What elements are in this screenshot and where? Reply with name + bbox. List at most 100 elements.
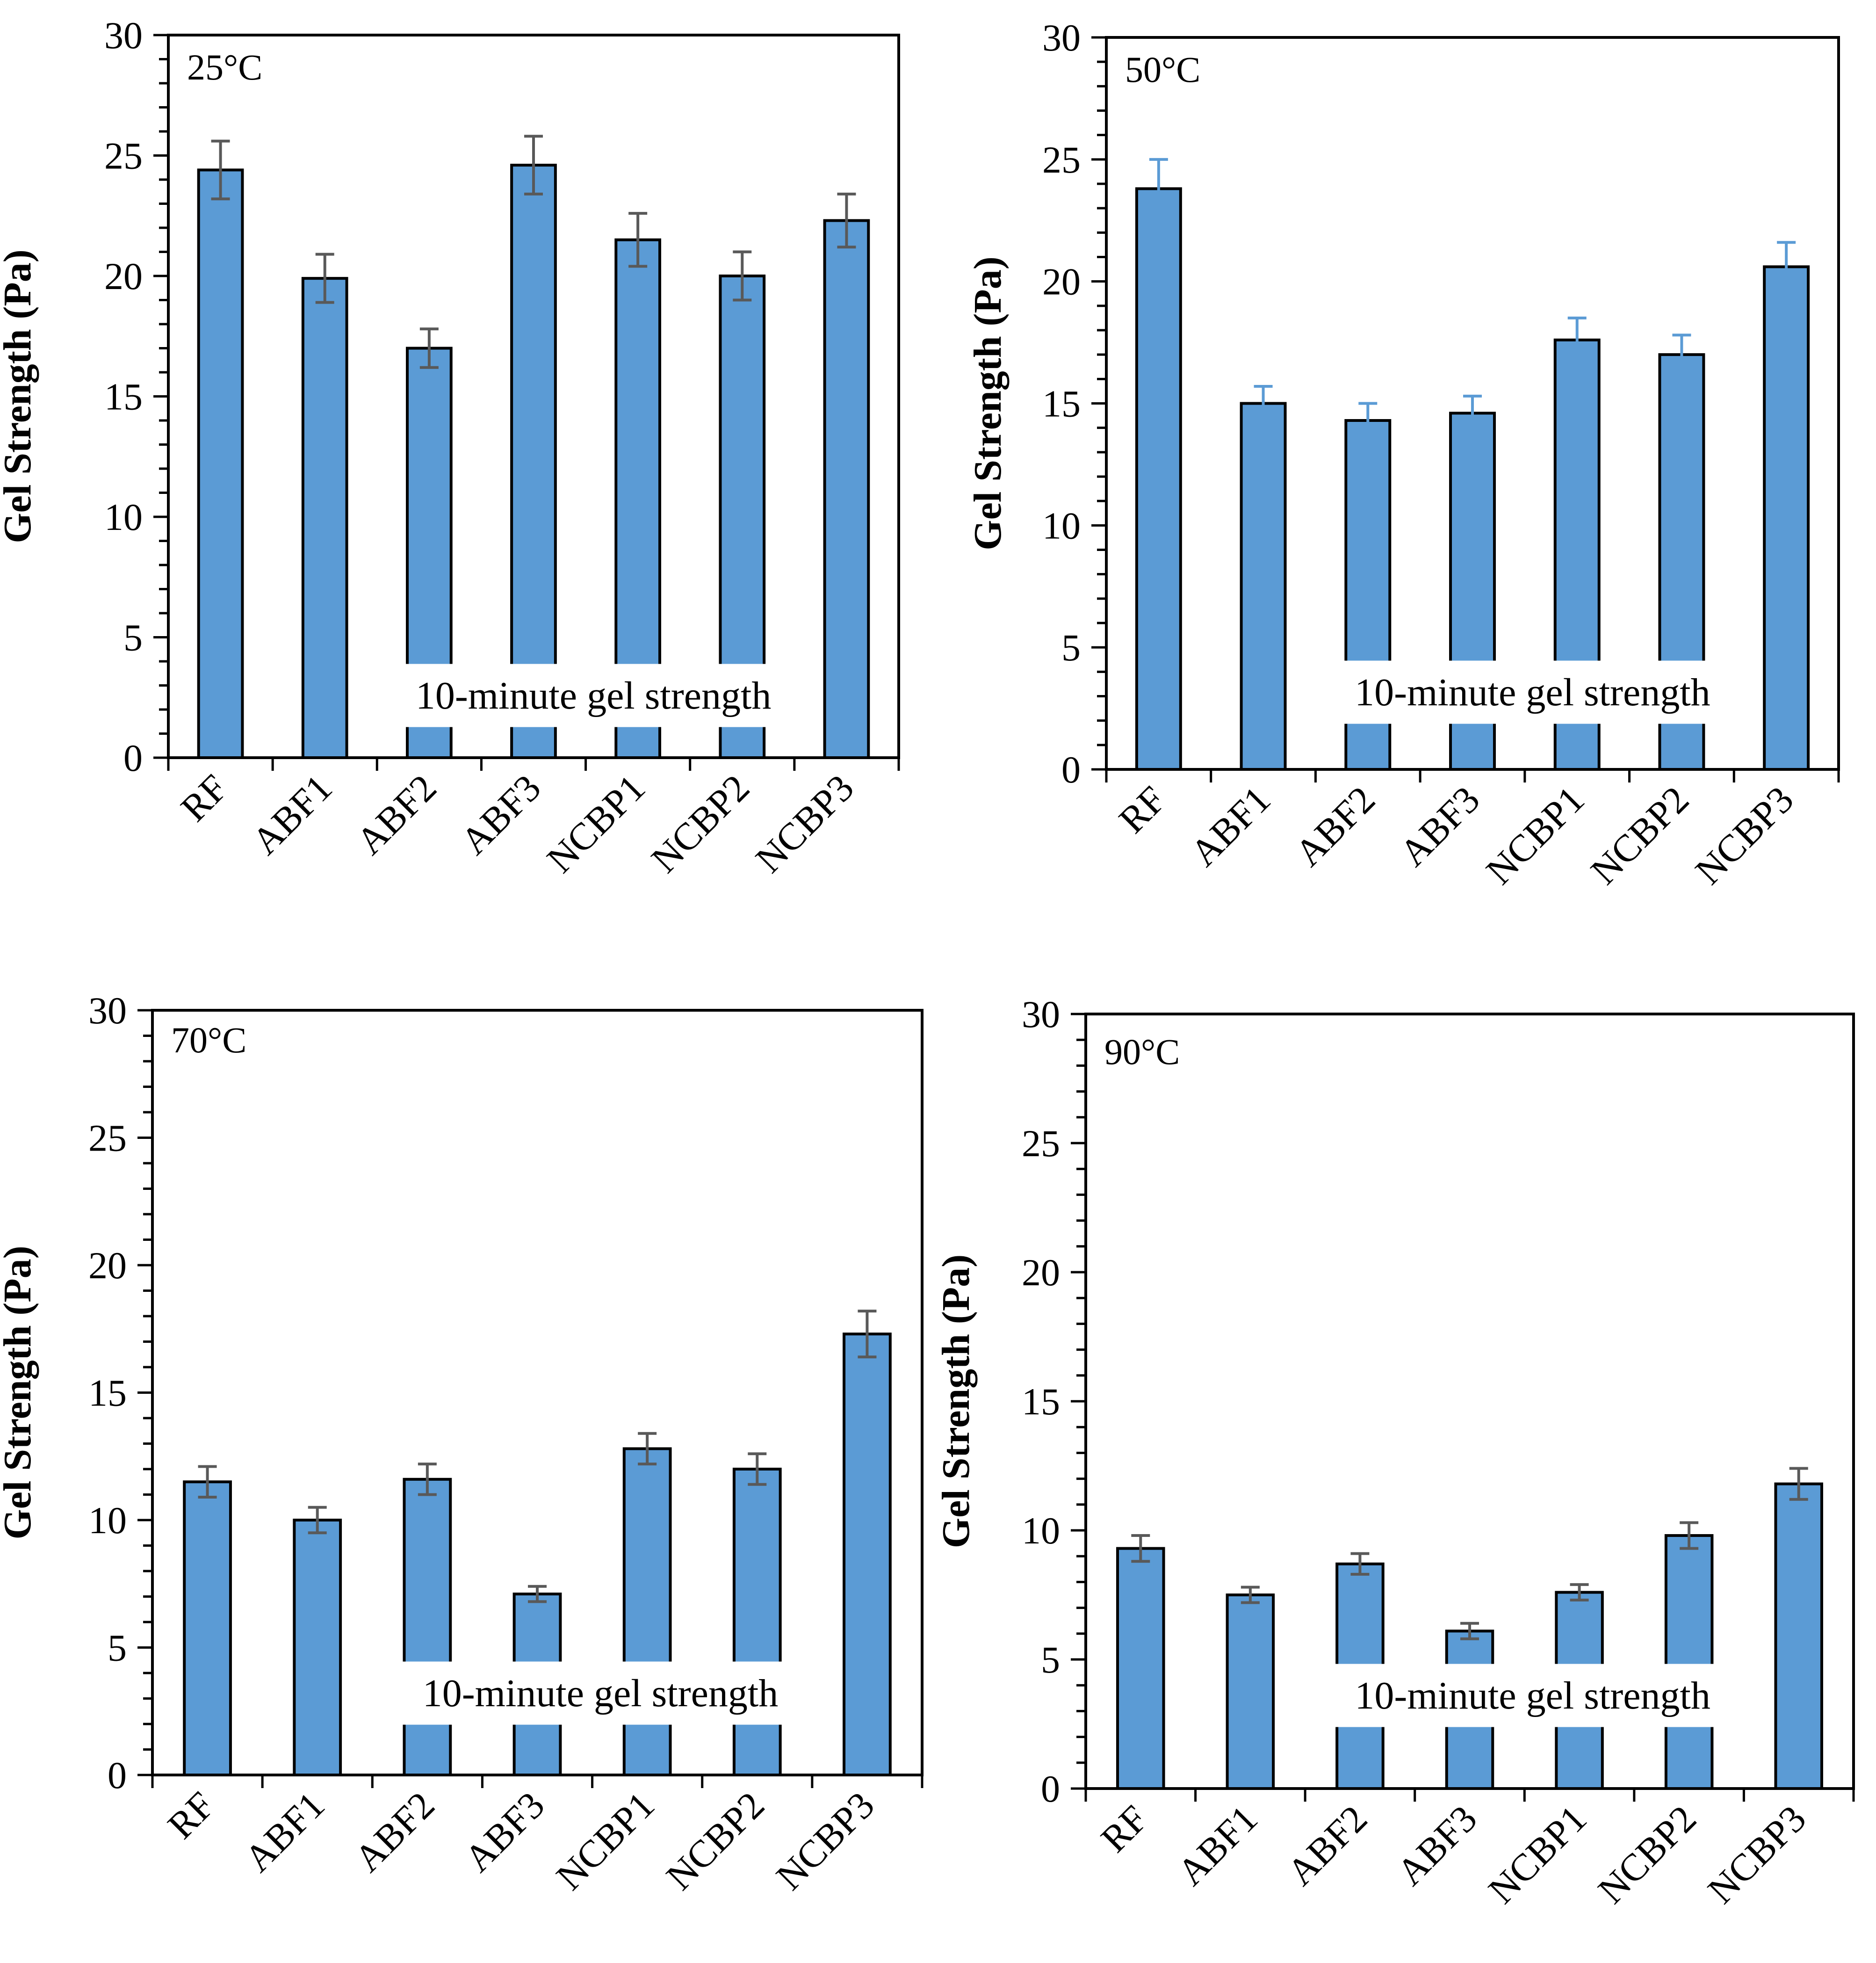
error-bar-abf3 bbox=[1460, 1622, 1479, 1640]
y-axis-label: Gel Strength (Pa) bbox=[0, 249, 39, 543]
error-bar-ncbp2 bbox=[1680, 1521, 1699, 1550]
y-tick-label: 20 bbox=[104, 255, 143, 297]
bar-ncbp2 bbox=[1664, 1534, 1714, 1790]
y-tick-label: 10 bbox=[1042, 504, 1081, 547]
y-tick-label: 15 bbox=[104, 376, 143, 418]
error-bar-abf2 bbox=[418, 1463, 437, 1496]
error-bar-rf bbox=[1149, 158, 1168, 220]
bar-rf bbox=[197, 168, 244, 759]
x-tick-label-abf2: ABF2 bbox=[346, 1783, 442, 1880]
bar-ncbp2 bbox=[732, 1468, 782, 1776]
annotation-box bbox=[1315, 1664, 1750, 1727]
annotation-text: 10-minute gel strength bbox=[1355, 671, 1710, 714]
y-tick-label: 30 bbox=[104, 14, 143, 57]
annotation-box bbox=[382, 1661, 818, 1725]
x-tick-label-ncbp1: NCBP1 bbox=[1480, 1797, 1595, 1912]
x-tick-label-rf: RF bbox=[1093, 1797, 1156, 1860]
error-bar-ncbp2 bbox=[748, 1452, 767, 1486]
x-tick-label-rf: RF bbox=[159, 1783, 223, 1847]
bar-abf1 bbox=[1240, 402, 1287, 771]
y-tick-label: 10 bbox=[104, 496, 143, 538]
error-bar-abf2 bbox=[419, 327, 439, 369]
error-bar-ncbp1 bbox=[1570, 1583, 1589, 1602]
x-tick-label-abf3: ABF3 bbox=[453, 766, 549, 862]
error-bar-ncbp3 bbox=[858, 1310, 877, 1359]
error-bar-ncbp2 bbox=[733, 250, 752, 302]
y-tick-label: 0 bbox=[1041, 1767, 1060, 1810]
x-tick-label-abf2: ABF2 bbox=[1287, 778, 1383, 874]
annotation-text: 10-minute gel strength bbox=[423, 1672, 779, 1715]
y-tick-label: 20 bbox=[88, 1244, 127, 1287]
y-axis-label: Gel Strength (Pa) bbox=[0, 1246, 39, 1539]
x-tick-label-abf2: ABF2 bbox=[1279, 1797, 1375, 1893]
y-tick-label: 25 bbox=[1042, 138, 1081, 181]
y-tick-label: 20 bbox=[1022, 1251, 1060, 1294]
x-tick-label-abf3: ABF3 bbox=[1389, 1797, 1485, 1893]
error-bar-abf1 bbox=[308, 1506, 327, 1535]
x-tick-label-abf1: ABF1 bbox=[244, 766, 340, 862]
y-tick-label: 0 bbox=[123, 737, 143, 779]
y-tick-label: 5 bbox=[123, 616, 143, 659]
bar-abf1 bbox=[293, 1519, 342, 1776]
bar-ncbp3 bbox=[1763, 265, 1810, 771]
error-bar-abf1 bbox=[1254, 384, 1273, 422]
bar-ncbp3 bbox=[1774, 1482, 1823, 1790]
x-tick-label-ncbp1: NCBP1 bbox=[548, 1783, 663, 1898]
error-bar-abf3 bbox=[1463, 394, 1482, 432]
panel-label: 70°C bbox=[171, 1020, 246, 1060]
annotation-box bbox=[376, 664, 811, 727]
error-bar-ncbp3 bbox=[1789, 1467, 1808, 1501]
error-bar-ncbp2 bbox=[1672, 333, 1691, 376]
x-tick-label-ncbp3: NCBP3 bbox=[1700, 1797, 1814, 1912]
y-tick-label: 15 bbox=[1042, 383, 1081, 425]
x-tick-label-ncbp1: NCBP1 bbox=[1478, 778, 1593, 892]
x-tick-label-abf1: ABF1 bbox=[1169, 1797, 1265, 1893]
error-bar-rf bbox=[211, 139, 230, 201]
y-tick-label: 15 bbox=[1022, 1380, 1060, 1423]
x-tick-label-abf3: ABF3 bbox=[456, 1783, 553, 1880]
x-tick-label-abf3: ABF3 bbox=[1392, 778, 1488, 874]
x-tick-label-ncbp1: NCBP1 bbox=[539, 766, 653, 881]
error-bar-ncbp3 bbox=[1777, 241, 1796, 293]
bar-ncbp3 bbox=[843, 1333, 892, 1776]
y-tick-label: 5 bbox=[1041, 1638, 1060, 1681]
bar-abf2 bbox=[403, 1478, 452, 1777]
error-bar-rf bbox=[1131, 1534, 1150, 1563]
bar-ncbp3 bbox=[823, 219, 870, 759]
y-tick-label: 25 bbox=[104, 135, 143, 177]
y-tick-label: 0 bbox=[108, 1754, 127, 1796]
bar-abf1 bbox=[1226, 1594, 1275, 1790]
x-tick-label-rf: RF bbox=[1111, 778, 1174, 841]
error-bar-ncbp3 bbox=[837, 192, 856, 249]
y-tick-label: 0 bbox=[1061, 748, 1081, 791]
annotation-text: 10-minute gel strength bbox=[1355, 1674, 1710, 1717]
y-axis-label: Gel Strength (Pa) bbox=[966, 256, 1010, 550]
y-axis-label: Gel Strength (Pa) bbox=[934, 1254, 978, 1548]
panel-label: 90°C bbox=[1104, 1031, 1180, 1072]
x-tick-label-ncbp3: NCBP3 bbox=[747, 766, 862, 881]
bar-rf bbox=[1116, 1547, 1165, 1790]
error-bar-abf1 bbox=[1241, 1586, 1260, 1604]
bar-rf bbox=[183, 1480, 232, 1776]
y-tick-label: 25 bbox=[1022, 1122, 1060, 1165]
error-bar-abf2 bbox=[1358, 402, 1378, 439]
y-tick-label: 30 bbox=[1022, 993, 1060, 1036]
x-tick-label-abf2: ABF2 bbox=[348, 766, 444, 862]
error-bar-abf2 bbox=[1350, 1552, 1370, 1576]
y-tick-label: 20 bbox=[1042, 261, 1081, 303]
panel-label: 25°C bbox=[187, 47, 262, 87]
bar-ncbp1 bbox=[622, 1447, 672, 1776]
x-tick-label-ncbp2: NCBP2 bbox=[1590, 1797, 1704, 1912]
error-bar-ncbp1 bbox=[628, 212, 648, 268]
error-bar-ncbp1 bbox=[1567, 316, 1587, 363]
error-bar-abf3 bbox=[528, 1585, 547, 1603]
error-bar-ncbp1 bbox=[638, 1432, 657, 1466]
x-tick-label-ncbp2: NCBP2 bbox=[1582, 778, 1697, 892]
x-tick-label-abf1: ABF1 bbox=[236, 1783, 332, 1880]
x-tick-label-abf1: ABF1 bbox=[1182, 778, 1278, 874]
y-tick-label: 30 bbox=[1042, 16, 1081, 59]
y-tick-label: 25 bbox=[88, 1117, 127, 1159]
